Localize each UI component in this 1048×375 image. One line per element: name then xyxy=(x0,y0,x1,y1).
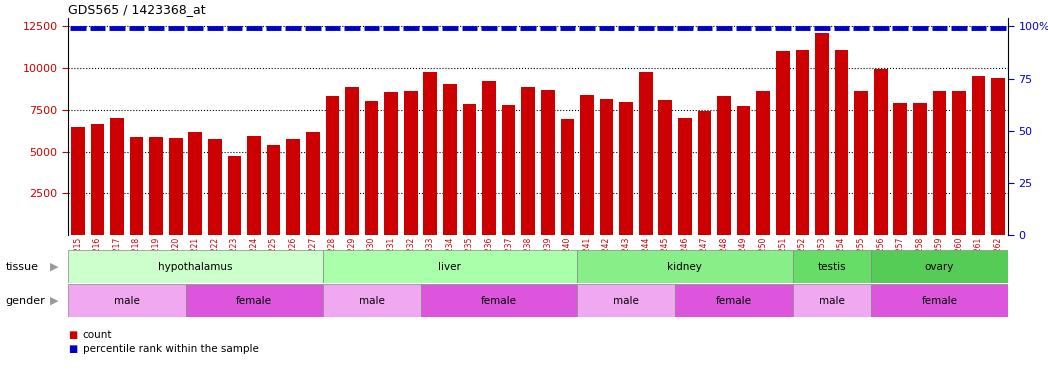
Bar xyxy=(678,118,692,235)
Bar xyxy=(991,78,1005,235)
Text: percentile rank within the sample: percentile rank within the sample xyxy=(83,344,259,354)
Bar xyxy=(403,92,417,235)
Bar xyxy=(68,284,185,317)
Bar xyxy=(227,156,241,235)
Text: gender: gender xyxy=(5,296,45,306)
Bar xyxy=(854,91,868,235)
Text: tissue: tissue xyxy=(5,261,38,272)
Bar xyxy=(345,87,358,235)
Text: ▶: ▶ xyxy=(50,296,59,306)
Bar xyxy=(561,119,574,235)
Bar xyxy=(482,81,496,235)
Bar xyxy=(675,284,792,317)
Bar xyxy=(619,102,633,235)
Text: female: female xyxy=(236,296,272,306)
Bar xyxy=(90,124,104,235)
Bar xyxy=(577,284,675,317)
Text: female: female xyxy=(481,296,517,306)
Bar xyxy=(913,103,926,235)
Bar xyxy=(757,91,770,235)
Bar xyxy=(871,250,1008,283)
Bar xyxy=(698,111,712,235)
Bar xyxy=(792,250,871,283)
Bar xyxy=(247,136,261,235)
Bar xyxy=(953,92,966,235)
Bar xyxy=(323,284,420,317)
Text: female: female xyxy=(921,296,958,306)
Bar xyxy=(208,139,222,235)
Text: male: male xyxy=(114,296,139,306)
Bar xyxy=(658,100,672,235)
Bar xyxy=(815,33,829,235)
Bar xyxy=(874,69,888,235)
Bar xyxy=(189,132,202,235)
Bar xyxy=(71,128,85,235)
Bar xyxy=(871,284,1008,317)
Bar xyxy=(933,92,946,235)
Bar xyxy=(326,96,340,235)
Bar xyxy=(323,250,577,283)
Text: ■: ■ xyxy=(68,344,78,354)
Bar xyxy=(792,284,871,317)
Bar xyxy=(423,72,437,235)
Bar xyxy=(502,105,516,235)
Text: hypothalamus: hypothalamus xyxy=(158,261,233,272)
Text: liver: liver xyxy=(438,261,461,272)
Bar xyxy=(577,250,792,283)
Text: male: male xyxy=(613,296,639,306)
Bar xyxy=(443,84,457,235)
Text: male: male xyxy=(358,296,385,306)
Bar xyxy=(971,76,985,235)
Bar xyxy=(385,92,398,235)
Bar xyxy=(521,87,536,235)
Bar xyxy=(286,139,300,235)
Bar xyxy=(149,137,163,235)
Text: ■: ■ xyxy=(68,330,78,340)
Bar xyxy=(795,50,809,235)
Text: GDS565 / 1423368_at: GDS565 / 1423368_at xyxy=(68,3,205,16)
Bar xyxy=(834,50,849,235)
Bar xyxy=(599,99,613,235)
Text: kidney: kidney xyxy=(668,261,702,272)
Text: male: male xyxy=(818,296,845,306)
Bar xyxy=(541,90,554,235)
Bar xyxy=(130,137,144,235)
Bar xyxy=(267,145,281,235)
Bar xyxy=(737,106,750,235)
Bar xyxy=(420,284,577,317)
Text: ▶: ▶ xyxy=(50,261,59,272)
Bar xyxy=(894,103,908,235)
Bar xyxy=(717,96,730,235)
Text: ovary: ovary xyxy=(924,261,954,272)
Bar xyxy=(776,51,789,235)
Text: count: count xyxy=(83,330,112,340)
Text: testis: testis xyxy=(817,261,846,272)
Bar xyxy=(581,95,594,235)
Bar xyxy=(110,118,124,235)
Bar xyxy=(185,284,323,317)
Bar xyxy=(462,104,476,235)
Bar xyxy=(169,138,182,235)
Bar xyxy=(365,102,378,235)
Bar xyxy=(639,72,653,235)
Bar xyxy=(306,132,320,235)
Text: female: female xyxy=(716,296,751,306)
Bar xyxy=(68,250,323,283)
